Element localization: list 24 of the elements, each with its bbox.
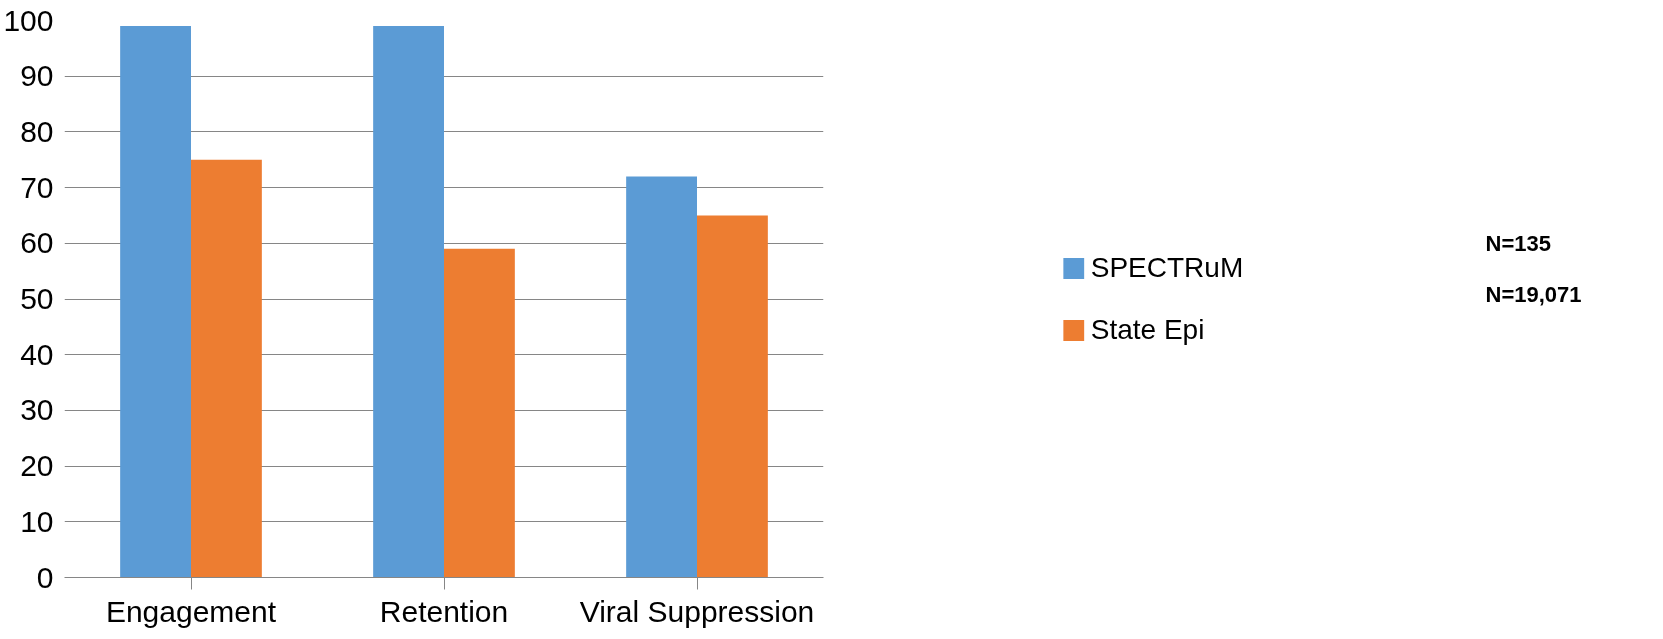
x-tick-label: Engagement — [105, 594, 277, 628]
y-tick-label: 20 — [20, 449, 54, 483]
bar — [191, 159, 262, 578]
y-tick-label: 10 — [20, 504, 54, 538]
text: N=135 — [1485, 230, 1551, 256]
y-tick-label: 90 — [20, 59, 54, 93]
y-tick-label: 70 — [20, 170, 54, 204]
bar — [373, 26, 444, 578]
y-tick-label: 50 — [20, 282, 54, 315]
y-tick-label: 40 — [20, 337, 54, 371]
bar — [626, 176, 697, 578]
y-tick-label: 80 — [20, 114, 54, 148]
y-tick-label: 60 — [20, 226, 54, 260]
x-tick-label: Retention — [379, 594, 509, 628]
y-tick-label: 30 — [20, 393, 54, 427]
bar — [120, 26, 191, 578]
y-tick-label: 0 — [36, 560, 54, 594]
legend-label: SPECTRuM — [1090, 251, 1244, 284]
x-tick-label: Viral Suppression — [579, 594, 815, 628]
text: N=19,071 — [1485, 282, 1582, 308]
y-tick-label: 100 — [3, 3, 54, 37]
legend-label: State Epi — [1090, 313, 1206, 346]
bar — [444, 248, 515, 578]
bar — [697, 215, 768, 578]
